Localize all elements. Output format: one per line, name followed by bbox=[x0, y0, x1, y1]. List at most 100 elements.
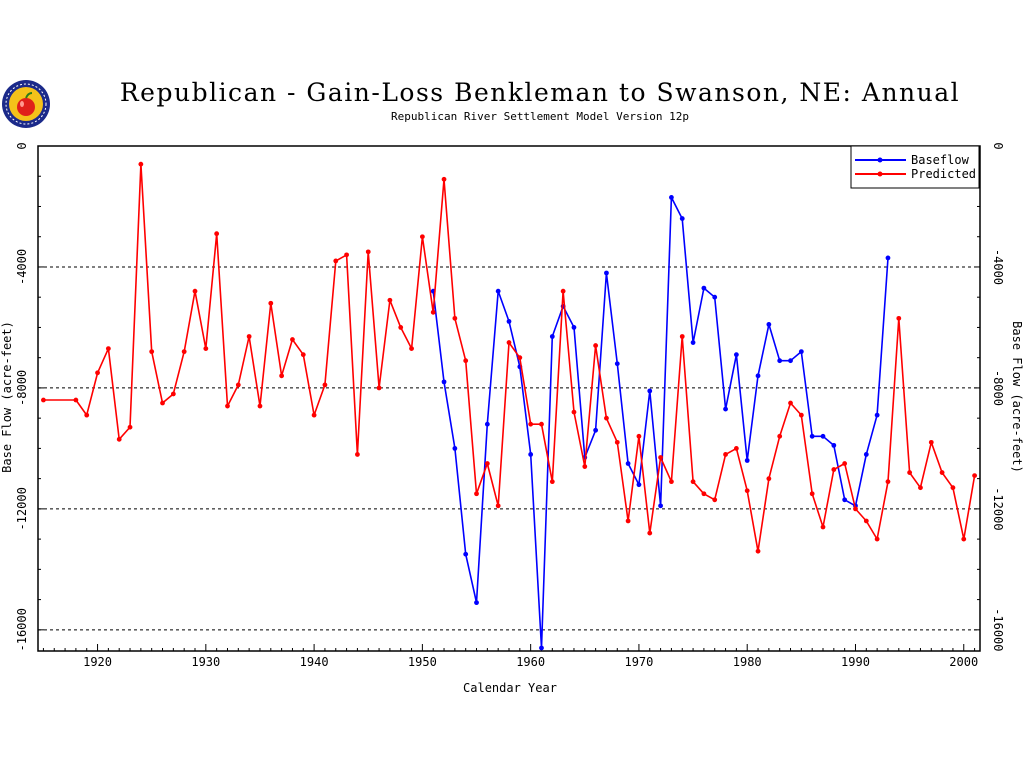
y-tick-label-right: -12000 bbox=[991, 487, 1005, 530]
data-point-baseflow bbox=[831, 442, 837, 448]
data-point-baseflow bbox=[636, 482, 642, 488]
data-point-predicted bbox=[885, 479, 891, 485]
x-tick-label: 1970 bbox=[624, 655, 653, 669]
data-point-predicted bbox=[95, 370, 100, 376]
y-tick-label-right: -16000 bbox=[991, 608, 1005, 651]
x-tick-label: 2000 bbox=[949, 655, 978, 669]
data-point-predicted bbox=[268, 300, 274, 306]
data-point-predicted bbox=[84, 412, 90, 418]
data-point-baseflow bbox=[744, 458, 750, 463]
data-point-baseflow bbox=[712, 294, 718, 300]
data-point-predicted bbox=[896, 315, 902, 321]
data-point-predicted bbox=[907, 470, 913, 475]
data-point-predicted bbox=[463, 358, 469, 364]
data-point-predicted bbox=[528, 421, 534, 427]
data-point-predicted bbox=[344, 252, 349, 258]
data-point-predicted bbox=[127, 424, 133, 430]
data-point-predicted bbox=[235, 382, 241, 388]
chart-title: Republican - Gain-Loss Benkleman to Swan… bbox=[119, 78, 961, 107]
data-point-predicted bbox=[712, 497, 718, 503]
data-point-predicted bbox=[116, 436, 122, 442]
data-point-predicted bbox=[441, 176, 447, 182]
data-point-predicted bbox=[214, 231, 220, 237]
data-point-baseflow bbox=[571, 325, 577, 330]
data-point-predicted bbox=[138, 161, 144, 167]
legend-box bbox=[850, 145, 980, 189]
data-point-baseflow bbox=[669, 195, 674, 200]
data-point-baseflow bbox=[690, 340, 696, 345]
y-tick-label-right: -4000 bbox=[991, 249, 1005, 285]
data-point-predicted bbox=[246, 334, 252, 339]
data-point-predicted bbox=[290, 337, 295, 342]
data-point-predicted bbox=[73, 397, 79, 403]
data-point-baseflow bbox=[723, 406, 728, 412]
y-tick-label-right: 0 bbox=[991, 142, 1005, 149]
data-point-predicted bbox=[105, 346, 111, 352]
data-point-predicted bbox=[506, 340, 512, 345]
data-point-baseflow bbox=[474, 600, 479, 606]
data-point-predicted bbox=[365, 249, 371, 255]
y-tick-label-left: 0 bbox=[15, 142, 29, 149]
data-point-baseflow bbox=[614, 361, 620, 367]
data-point-predicted bbox=[658, 455, 663, 460]
data-point-baseflow bbox=[441, 379, 447, 385]
data-point-baseflow bbox=[798, 349, 804, 355]
data-point-predicted bbox=[961, 536, 967, 542]
data-point-predicted bbox=[679, 334, 685, 339]
x-tick-label: 1950 bbox=[408, 655, 437, 669]
data-point-predicted bbox=[614, 439, 620, 445]
data-point-predicted bbox=[755, 548, 761, 554]
data-point-predicted bbox=[495, 503, 501, 509]
data-point-baseflow bbox=[658, 503, 663, 509]
legend-marker-predicted bbox=[877, 171, 883, 177]
axes: 0 0 -4000 -4000 -8000 -8000 -12000 -12000 -16000… bbox=[15, 142, 1005, 669]
series-layer bbox=[41, 161, 977, 651]
data-point-predicted bbox=[409, 346, 414, 352]
data-point-baseflow bbox=[484, 421, 490, 427]
data-point-baseflow bbox=[463, 551, 469, 557]
data-point-predicted bbox=[41, 397, 46, 403]
x-axis-label: Calendar Year bbox=[463, 681, 557, 695]
data-point-predicted bbox=[203, 346, 209, 352]
data-point-predicted bbox=[777, 433, 783, 439]
data-point-predicted bbox=[484, 461, 490, 466]
data-point-baseflow bbox=[495, 288, 501, 294]
data-point-predicted bbox=[311, 412, 317, 418]
x-tick-label: 1940 bbox=[300, 655, 329, 669]
legend: Baseflow Predicted bbox=[850, 145, 980, 189]
data-point-baseflow bbox=[539, 645, 544, 651]
data-point-predicted bbox=[669, 479, 674, 485]
data-point-predicted bbox=[333, 258, 339, 264]
y-tick-label-left: -12000 bbox=[15, 487, 29, 530]
x-tick-label: 1960 bbox=[516, 655, 545, 669]
data-point-predicted bbox=[625, 518, 631, 524]
plot-frame bbox=[37, 145, 981, 652]
data-point-predicted bbox=[225, 403, 230, 409]
series-line-baseflow bbox=[432, 196, 889, 649]
data-point-predicted bbox=[842, 461, 848, 466]
data-point-baseflow bbox=[528, 452, 534, 457]
data-point-predicted bbox=[723, 452, 728, 457]
data-point-baseflow bbox=[549, 334, 555, 339]
data-point-predicted bbox=[419, 234, 425, 240]
data-point-baseflow bbox=[788, 358, 793, 364]
data-point-baseflow bbox=[679, 216, 685, 221]
data-point-predicted bbox=[604, 415, 609, 421]
y-axis-label-left: Base Flow (acre-feet) bbox=[0, 321, 14, 473]
data-point-predicted bbox=[160, 400, 165, 406]
x-tick-label: 1920 bbox=[83, 655, 112, 669]
data-point-predicted bbox=[539, 421, 544, 427]
data-point-predicted bbox=[571, 409, 577, 415]
data-point-predicted bbox=[387, 297, 393, 303]
data-point-predicted bbox=[376, 385, 382, 391]
data-point-predicted bbox=[950, 485, 956, 491]
data-point-predicted bbox=[733, 445, 739, 451]
x-tick-label: 1930 bbox=[191, 655, 220, 669]
data-point-predicted bbox=[279, 373, 285, 379]
data-point-baseflow bbox=[885, 255, 891, 261]
data-point-baseflow bbox=[593, 427, 599, 433]
data-point-predicted bbox=[636, 433, 642, 439]
data-point-baseflow bbox=[755, 373, 761, 379]
data-point-predicted bbox=[972, 473, 977, 479]
y-tick-label-left: -16000 bbox=[15, 608, 29, 651]
